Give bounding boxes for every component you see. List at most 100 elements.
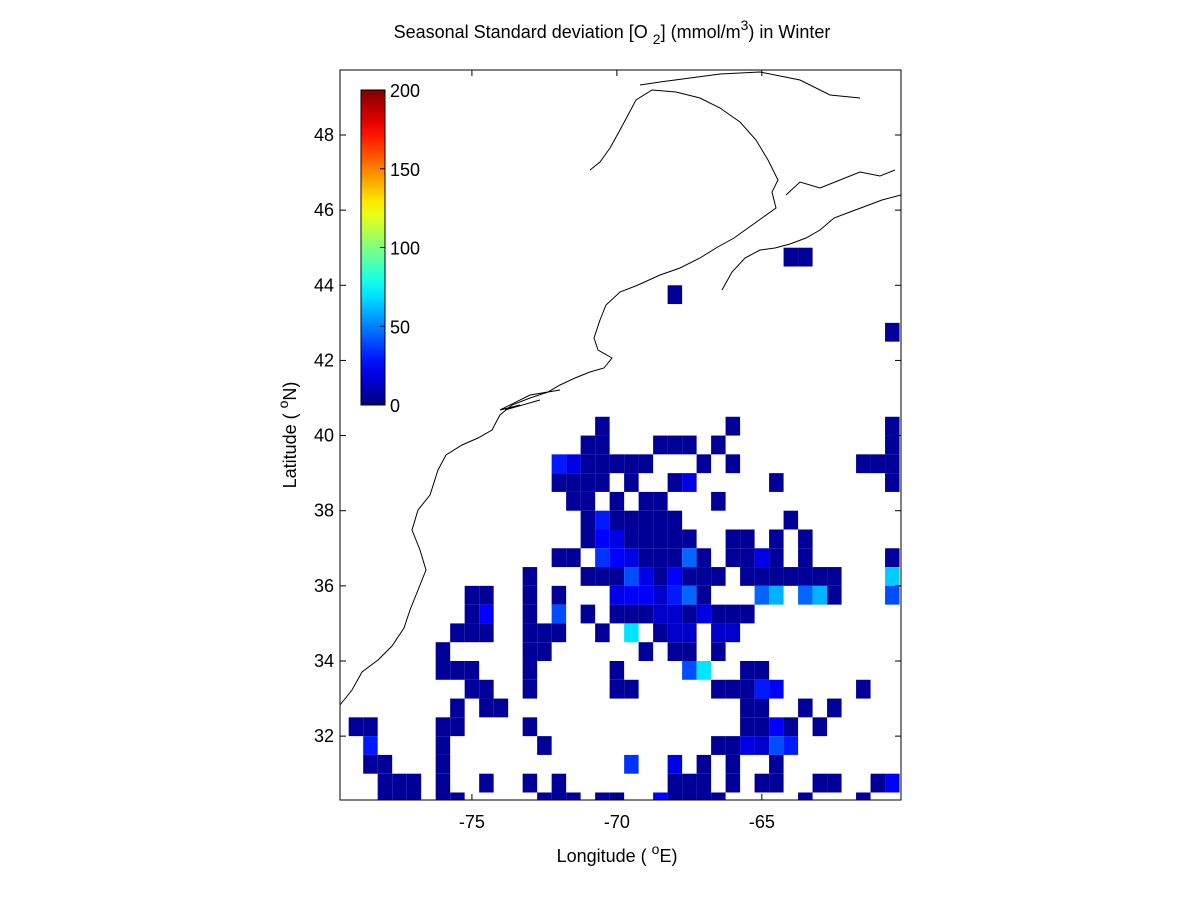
cell	[595, 623, 610, 643]
cell	[827, 698, 842, 718]
cell	[754, 736, 770, 755]
cell	[754, 585, 770, 605]
x-tick-label: -65	[749, 812, 775, 832]
cell	[609, 567, 625, 586]
cell	[754, 698, 770, 718]
cell	[624, 679, 639, 699]
cell	[667, 623, 683, 643]
cell	[769, 679, 784, 699]
chart-title: Seasonal Standard deviation [O 2] (mmol/…	[394, 17, 831, 47]
text-part: Seasonal Standard deviation [O	[394, 22, 653, 42]
cell	[551, 773, 567, 793]
cell	[667, 642, 683, 661]
cell	[885, 454, 900, 474]
cell	[667, 285, 683, 305]
cell	[566, 548, 581, 568]
cell	[566, 491, 581, 511]
cell	[566, 473, 581, 492]
cell	[725, 623, 741, 643]
cell	[595, 473, 610, 492]
cell	[479, 698, 494, 718]
cell	[595, 792, 610, 800]
cell	[783, 717, 799, 737]
cell	[348, 717, 364, 737]
cell	[885, 435, 900, 455]
cell	[435, 792, 451, 800]
cell	[377, 773, 393, 793]
cell	[435, 717, 451, 737]
cell	[624, 585, 639, 605]
cell	[595, 454, 610, 474]
cell	[740, 604, 755, 624]
cell	[566, 454, 581, 474]
cell	[696, 660, 712, 680]
cell	[740, 679, 755, 699]
cell	[464, 585, 480, 605]
text-part: o	[652, 841, 660, 857]
cell	[696, 792, 712, 800]
cell	[682, 435, 697, 455]
cell	[667, 567, 683, 586]
cell	[450, 698, 465, 718]
cell	[537, 792, 552, 800]
cell	[696, 548, 712, 568]
cell	[711, 679, 726, 699]
y-tick-label: 36	[314, 576, 334, 596]
cell	[725, 736, 741, 755]
cell	[754, 660, 770, 680]
cell	[769, 773, 784, 793]
cell	[638, 510, 654, 530]
cell	[450, 717, 465, 737]
cell	[450, 792, 465, 800]
cell	[435, 754, 451, 774]
cell	[363, 754, 378, 774]
cell	[783, 567, 799, 586]
cell	[711, 491, 726, 511]
cell	[522, 567, 538, 586]
cell	[653, 792, 668, 800]
y-tick-label: 42	[314, 350, 334, 370]
cell	[624, 567, 639, 586]
x-axis-label: Longitude ( oE)	[557, 841, 678, 866]
cell	[667, 548, 683, 568]
colorbar-tick-label: 0	[390, 396, 400, 416]
cell	[493, 698, 509, 718]
cell	[740, 736, 755, 755]
text-part: 3	[741, 17, 749, 33]
coastline	[340, 71, 901, 706]
cell	[580, 491, 596, 511]
cell	[740, 698, 755, 718]
cell	[653, 567, 668, 586]
cell	[856, 454, 871, 474]
cell	[754, 567, 770, 586]
cell	[435, 660, 451, 680]
cell	[798, 567, 813, 586]
cell	[885, 322, 900, 342]
cell	[798, 698, 813, 718]
cell	[798, 585, 813, 605]
cell	[551, 454, 567, 474]
cell	[624, 510, 639, 530]
cell	[798, 247, 813, 267]
cell	[667, 510, 683, 530]
cell	[711, 567, 726, 586]
cell	[551, 548, 567, 568]
cell	[754, 679, 770, 699]
cell	[653, 623, 668, 643]
cell	[522, 660, 538, 680]
cell	[740, 717, 755, 737]
cell	[856, 792, 871, 800]
cell	[566, 792, 581, 800]
cell	[740, 567, 755, 586]
cell	[638, 585, 654, 605]
cell	[435, 642, 451, 661]
text-part: 2	[653, 31, 661, 47]
cell	[725, 604, 741, 624]
y-tick-label: 48	[314, 125, 334, 145]
cell	[595, 510, 610, 530]
cell	[769, 567, 784, 586]
cell	[711, 435, 726, 455]
cell	[798, 529, 813, 549]
cell	[609, 604, 625, 624]
cell	[696, 604, 712, 624]
